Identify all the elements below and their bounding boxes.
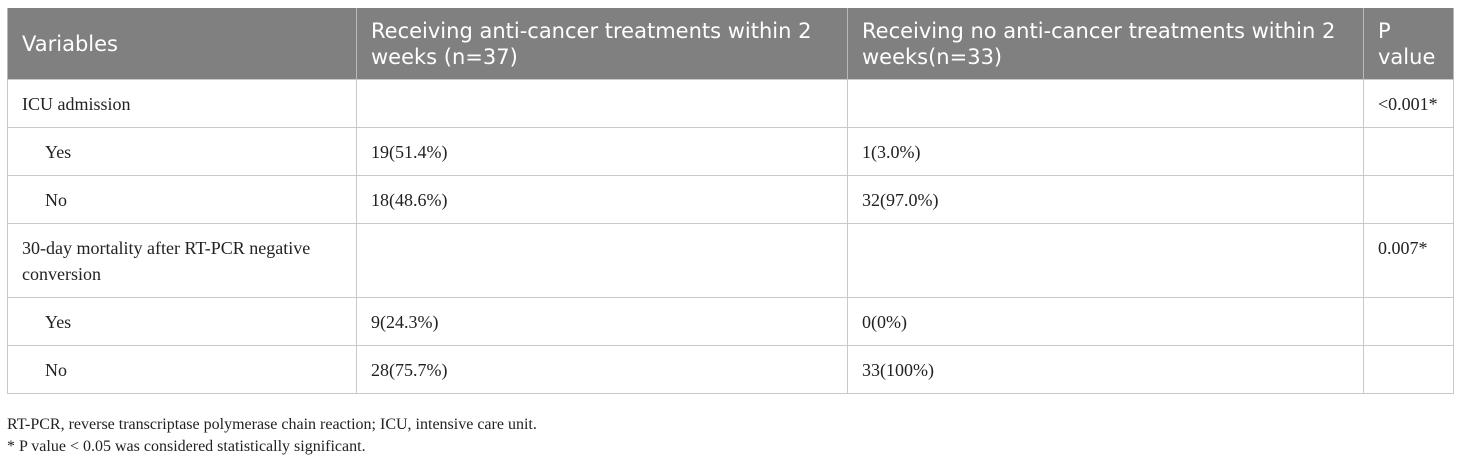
row-treated: 18(48.6%) bbox=[356, 175, 848, 224]
header-untreated: Receiving no anti-cancer treatments with… bbox=[847, 8, 1364, 80]
row-treated: 28(75.7%) bbox=[356, 345, 848, 394]
results-table-container: Variables Receiving anti-cancer treatmen… bbox=[7, 8, 1454, 394]
row-untreated bbox=[847, 223, 1364, 298]
row-p-value bbox=[1363, 175, 1454, 224]
row-p-value: <0.001* bbox=[1363, 79, 1454, 128]
table-row: 30-day mortality after RT-PCR negative c… bbox=[7, 223, 1454, 298]
row-p-value bbox=[1363, 297, 1454, 346]
row-variable: No bbox=[7, 175, 357, 224]
table-row: ICU admission <0.001* bbox=[7, 79, 1454, 128]
header-variables: Variables bbox=[7, 8, 357, 80]
row-untreated: 0(0%) bbox=[847, 297, 1364, 346]
header-row: Variables Receiving anti-cancer treatmen… bbox=[7, 8, 1454, 80]
row-treated bbox=[356, 223, 848, 298]
row-untreated: 32(97.0%) bbox=[847, 175, 1364, 224]
row-variable: 30-day mortality after RT-PCR negative c… bbox=[7, 223, 357, 298]
row-p-value: 0.007* bbox=[1363, 223, 1454, 298]
row-variable: No bbox=[7, 345, 357, 394]
row-untreated: 1(3.0%) bbox=[847, 127, 1364, 176]
row-treated: 19(51.4%) bbox=[356, 127, 848, 176]
table-row: No 18(48.6%) 32(97.0%) bbox=[7, 175, 1454, 224]
row-p-value bbox=[1363, 345, 1454, 394]
footnote-abbreviations: RT-PCR, reverse transcriptase polymerase… bbox=[7, 416, 537, 433]
row-untreated bbox=[847, 79, 1364, 128]
table-footnotes: RT-PCR, reverse transcriptase polymerase… bbox=[7, 414, 537, 458]
row-treated bbox=[356, 79, 848, 128]
row-treated: 9(24.3%) bbox=[356, 297, 848, 346]
row-untreated: 33(100%) bbox=[847, 345, 1364, 394]
row-variable: ICU admission bbox=[7, 79, 357, 128]
results-table: Variables Receiving anti-cancer treatmen… bbox=[7, 8, 1454, 394]
table-row: Yes 9(24.3%) 0(0%) bbox=[7, 297, 1454, 346]
header-treated: Receiving anti-cancer treatments within … bbox=[356, 8, 848, 80]
row-p-value bbox=[1363, 127, 1454, 176]
header-p-value: P value bbox=[1363, 8, 1454, 80]
row-variable: Yes bbox=[7, 297, 357, 346]
footnote-significance: * P value < 0.05 was considered statisti… bbox=[7, 438, 366, 455]
table-row: No 28(75.7%) 33(100%) bbox=[7, 345, 1454, 394]
row-variable: Yes bbox=[7, 127, 357, 176]
table-row: Yes 19(51.4%) 1(3.0%) bbox=[7, 127, 1454, 176]
